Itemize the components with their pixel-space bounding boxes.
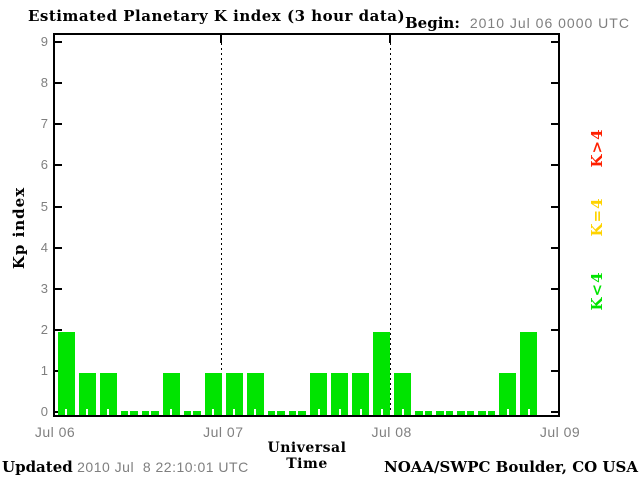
x-tick-label: Jul 09 (539, 424, 581, 440)
begin-value: 2010 Jul 06 0000 UTC (469, 15, 630, 31)
y-tick-right (551, 369, 558, 372)
legend-item: K=4 (588, 197, 606, 237)
legend-item: K>4 (588, 128, 606, 168)
updated-label: Updated (2, 458, 73, 476)
y-tick-label: 2 (40, 321, 48, 337)
kp-bar (78, 372, 96, 415)
bar-tick-notch (422, 409, 425, 415)
kp-bar (162, 372, 180, 415)
kp-bar (99, 372, 117, 415)
bar-tick-notch (338, 409, 341, 415)
kp-bar (373, 331, 391, 415)
day-tick-top (388, 35, 391, 43)
y-tick-right (551, 411, 558, 413)
bar-tick-notch (233, 409, 236, 415)
y-tick-right (551, 164, 558, 167)
bar-tick-notch (65, 409, 67, 415)
bar-tick-notch (296, 409, 299, 415)
bar-tick-notch (254, 409, 257, 415)
y-tick-right (551, 82, 558, 85)
y-tick-right (551, 205, 558, 208)
y-tick-label: 6 (40, 157, 48, 173)
y-tick-left (55, 123, 62, 126)
begin-label: Begin: (405, 14, 460, 32)
bar-tick-notch (527, 409, 530, 415)
y-tick-left (55, 205, 62, 208)
kp-bar (499, 372, 517, 415)
y-tick-left (55, 164, 62, 167)
bar-tick-notch (443, 409, 446, 415)
bar-tick-notch (191, 409, 194, 415)
kp-bar (331, 372, 349, 415)
bar-tick-notch (317, 409, 320, 415)
y-tick-label: 0 (40, 404, 48, 419)
legend-item: K<4 (588, 271, 606, 311)
bar-tick-notch (485, 409, 488, 415)
y-tick-label: 3 (40, 280, 48, 296)
y-tick-right (551, 246, 558, 249)
bar-tick-notch (380, 409, 383, 415)
day-gridline-dotted (221, 43, 223, 413)
bar-tick-notch (275, 409, 278, 415)
chart-title: Estimated Planetary K index (3 hour data… (28, 7, 406, 25)
bar-tick-notch (149, 409, 152, 415)
kp-bar (520, 331, 538, 415)
x-tick-label: Jul 06 (34, 424, 76, 440)
bar-tick-notch (464, 409, 467, 415)
x-tick-label: Jul 07 (203, 424, 244, 440)
bar-tick-notch (128, 409, 131, 415)
bar-tick-notch (212, 409, 215, 415)
bar-tick-notch (359, 409, 362, 415)
kp-bar (225, 372, 243, 415)
bar-tick-notch (401, 409, 404, 415)
kp-bar (352, 372, 370, 415)
bar-tick-notch (107, 409, 110, 415)
day-tick-top (220, 35, 223, 43)
y-tick-right (551, 287, 558, 290)
bar-tick-notch (506, 409, 509, 415)
kp-bar (310, 372, 327, 415)
bar-tick-notch (86, 409, 89, 415)
kp-bar (204, 372, 222, 415)
day-gridline-dotted (389, 43, 391, 413)
y-axis-title: Kp index (10, 186, 28, 270)
y-tick-left (55, 246, 62, 249)
y-tick-label: 4 (40, 239, 48, 255)
y-tick-right (551, 41, 558, 44)
begin-row: Begin: 2010 Jul 06 0000 UTC (405, 14, 630, 32)
kp-bar (246, 372, 264, 415)
kp-bar (394, 372, 412, 415)
x-axis-title: Universal Time (267, 440, 347, 472)
y-tick-left (55, 41, 62, 44)
plot-area (53, 33, 560, 417)
y-tick-label: 1 (40, 362, 48, 378)
y-tick-right (551, 328, 558, 331)
y-tick-left (55, 328, 62, 331)
y-tick-label: 9 (40, 34, 48, 50)
y-tick-label: 8 (40, 75, 48, 91)
y-tick-right (551, 123, 558, 126)
kp-bar (57, 331, 75, 415)
x-tick-label: Jul 08 (371, 424, 412, 440)
y-tick-label: 5 (40, 198, 48, 214)
updated-value: 2010 Jul 8 22:10:01 UTC (72, 459, 249, 475)
y-tick-left (55, 82, 62, 85)
updated-row: Updated 2010 Jul 8 22:10:01 UTC (2, 458, 249, 476)
bar-tick-notch (170, 409, 173, 415)
y-tick-left (55, 287, 62, 290)
y-tick-label: 7 (40, 116, 48, 132)
credit-text: NOAA/SWPC Boulder, CO USA (383, 458, 638, 476)
